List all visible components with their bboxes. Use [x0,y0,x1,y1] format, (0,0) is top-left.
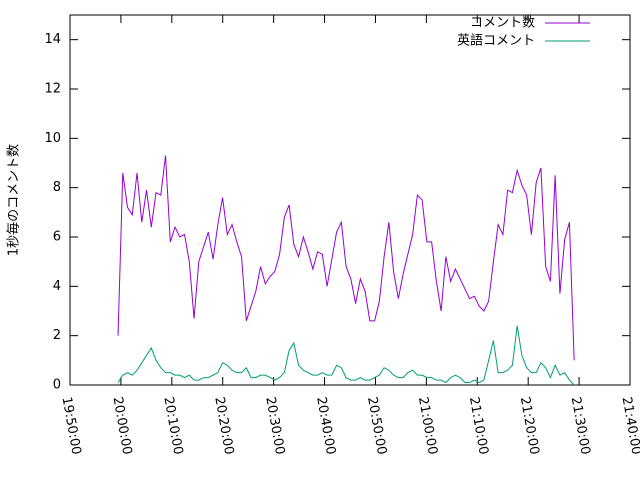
y-tick-label: 12 [44,82,61,97]
x-tick-label: 20:30:00 [262,396,287,456]
x-tick-label: 21:40:00 [619,396,640,456]
x-tick-label: 20:10:00 [160,396,185,456]
y-axis-label: 1秒毎のコメント数 [6,144,22,256]
x-tick-label: 20:40:00 [313,396,338,456]
x-tick-label: 19:50:00 [59,396,84,456]
x-tick-label: 21:10:00 [466,396,491,456]
x-tick-label: 20:50:00 [364,396,389,456]
y-tick-label: 0 [53,378,61,393]
y-tick-label: 2 [53,328,61,343]
series-line [117,325,575,386]
x-tick-label: 21:00:00 [415,396,440,456]
plot-border [69,14,631,386]
y-tick-label: 4 [53,279,61,294]
x-tick-label: 20:00:00 [110,396,135,456]
x-tick-label: 20:20:00 [211,396,236,456]
legend-label: 英語コメント [457,33,535,49]
series-line [117,155,575,361]
y-tick-label: 8 [53,180,61,195]
y-tick-label: 6 [53,230,61,245]
legend-label: コメント数 [470,16,535,31]
y-tick-label: 10 [44,131,61,146]
x-tick-label: 21:20:00 [517,396,542,456]
y-tick-label: 14 [44,32,61,47]
x-tick-label: 21:30:00 [568,396,593,456]
